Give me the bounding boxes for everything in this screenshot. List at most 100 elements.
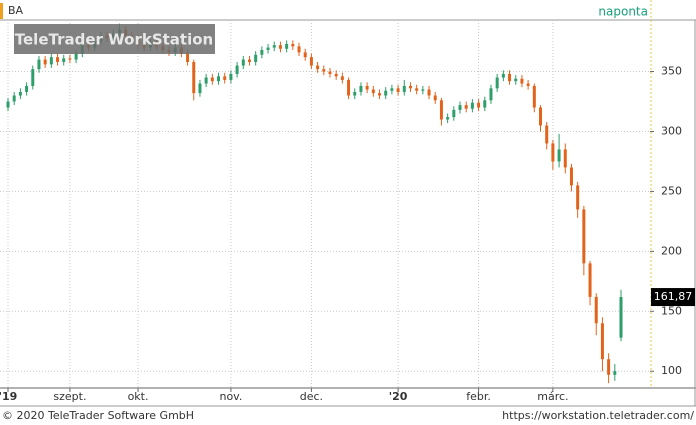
candle-body <box>266 47 270 50</box>
candle-body <box>384 90 388 96</box>
candle-body <box>408 85 412 89</box>
candle-body <box>520 78 524 84</box>
candle-body <box>254 54 258 62</box>
candle-body <box>285 43 289 49</box>
candle-body <box>260 49 264 55</box>
candle-body <box>569 167 573 186</box>
x-tick-label: szept. <box>53 390 86 403</box>
candle-body <box>501 73 505 78</box>
candle-body <box>576 185 580 210</box>
y-tick-label: 350 <box>661 65 682 78</box>
copyright: © 2020 TeleTrader Software GmbH <box>2 409 194 422</box>
x-tick-label: febr. <box>466 390 491 403</box>
candle-body <box>186 53 190 62</box>
x-tick-label: '19 <box>0 390 17 403</box>
watermark: TeleTrader WorkStation <box>15 31 213 49</box>
symbol-marker <box>0 3 3 19</box>
candle-body <box>204 77 208 84</box>
candle-body <box>470 102 474 109</box>
candle-body <box>402 85 406 92</box>
candle-body <box>563 149 567 168</box>
candle-body <box>588 263 592 297</box>
watermark-box <box>14 24 215 54</box>
candle-body <box>68 58 72 60</box>
x-tick-label: nov. <box>219 390 242 403</box>
candle-body <box>217 76 221 82</box>
candle-body <box>316 65 320 70</box>
candle-body <box>415 88 419 91</box>
symbol: BA <box>8 4 24 17</box>
candle-body <box>235 65 239 74</box>
candle-body <box>477 102 481 108</box>
candle-body <box>303 52 307 58</box>
candle-body <box>365 85 369 90</box>
candle-body <box>514 78 518 82</box>
y-tick-label: 250 <box>661 184 682 197</box>
last-price-label: 161,87 <box>654 290 693 303</box>
candle-body <box>229 73 233 80</box>
plot: 100 150 200 250 300 350 '19 szept. okt. nov. dec. '… <box>0 20 695 403</box>
candle-body <box>495 77 499 89</box>
candle-body <box>421 89 425 91</box>
candle-body <box>446 117 450 120</box>
candle-body <box>594 296 598 324</box>
candle-body <box>247 59 251 62</box>
candle-body <box>545 125 549 144</box>
candle-body <box>334 73 338 77</box>
y-tick-label: 300 <box>661 124 682 137</box>
candle-body <box>56 57 60 62</box>
candle-body <box>607 359 611 375</box>
candle-body <box>49 57 53 65</box>
x-tick-label: '20 <box>389 390 408 403</box>
candle-body <box>192 61 196 94</box>
candle-body <box>74 53 78 60</box>
candle-body <box>309 57 313 66</box>
candle-body <box>390 88 394 91</box>
candle-body <box>458 105 462 110</box>
candle-body <box>347 79 351 96</box>
candle-body <box>551 143 555 162</box>
candle-body <box>508 73 512 82</box>
candle-body <box>371 89 375 94</box>
candle-body <box>37 59 41 70</box>
candle-body <box>427 89 431 96</box>
y-tick-label: 150 <box>661 304 682 317</box>
candle-body <box>359 85 363 92</box>
candle-body <box>62 58 66 62</box>
candle-body <box>6 101 10 108</box>
candle-body <box>43 59 47 65</box>
interval[interactable]: naponta <box>598 5 648 19</box>
candle-body <box>483 100 487 108</box>
candle-body <box>353 91 357 96</box>
candle-body <box>291 43 295 47</box>
candle-body <box>539 107 543 126</box>
candle-body <box>433 95 437 101</box>
x-tick-label: dec. <box>300 390 323 403</box>
candle-body <box>532 85 536 108</box>
candle-body <box>582 209 586 264</box>
candle-body <box>297 46 301 53</box>
candle-body <box>278 45 282 49</box>
candle-body <box>439 100 443 120</box>
candle-body <box>600 323 604 360</box>
x-tick-label: okt. <box>128 390 149 403</box>
url[interactable]: https://workstation.teletrader.com/ <box>502 409 694 422</box>
candle-body <box>328 71 332 74</box>
candle-body <box>619 297 623 338</box>
candle-body <box>396 88 400 92</box>
candle-body <box>241 59 245 66</box>
x-tick-label: márc. <box>537 390 568 403</box>
candle-body <box>322 69 326 72</box>
candle-body <box>210 77 214 82</box>
last-price-box <box>651 288 695 307</box>
candle-body <box>272 45 276 48</box>
y-tick-label: 200 <box>661 244 682 257</box>
candle-body <box>378 93 382 96</box>
y-tick-label: 100 <box>661 364 682 377</box>
candle-body <box>340 76 344 80</box>
candle-body <box>223 76 227 80</box>
candle-body <box>489 88 493 101</box>
candle-body <box>25 85 29 92</box>
